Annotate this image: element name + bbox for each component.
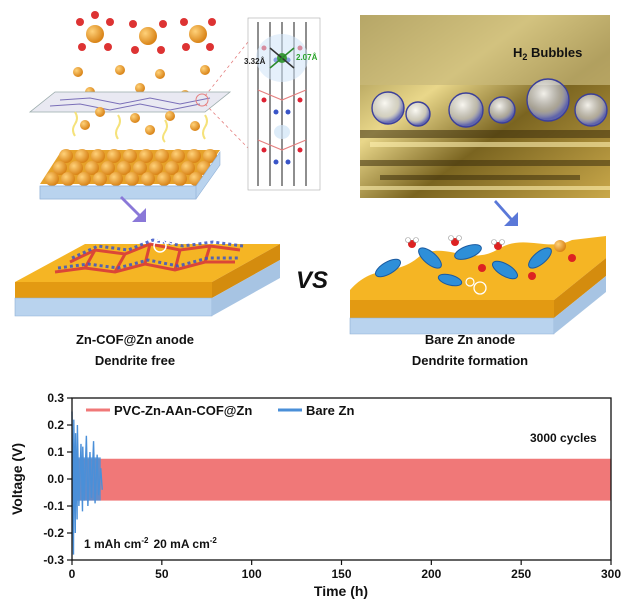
series-bare-zn-fill bbox=[72, 457, 101, 501]
distance-label-a: 3.32Å bbox=[244, 57, 266, 66]
arrow-right bbox=[494, 200, 518, 226]
y-tick-label: -0.1 bbox=[43, 499, 64, 513]
x-tick-label: 50 bbox=[155, 567, 169, 581]
zn-deposition-illustration bbox=[28, 11, 249, 200]
axis-layer: 0 50 100 150 200 250 300 0.3 0.2 0.1 0.0 -0.1 -0.2 -0… bbox=[43, 391, 621, 581]
y-tick-label: 0.3 bbox=[47, 391, 64, 405]
zn-cof-anode-illustration bbox=[14, 235, 280, 317]
left-caption-line2: Dendrite free bbox=[94, 353, 176, 368]
h2-bubbles-photo: H2 Bubbles bbox=[360, 15, 610, 198]
annotation-conditions: 1 mAh cm-2 20 mA cm-2 bbox=[84, 536, 217, 551]
bubbles-label-rest: Bubbles bbox=[527, 45, 582, 60]
right-caption-line2: Dendrite formation bbox=[411, 353, 529, 368]
plot-layer bbox=[71, 411, 611, 555]
legend: PVC-Zn-AAn-COF@Zn Bare Zn bbox=[86, 403, 354, 418]
y-tick-label: -0.3 bbox=[43, 553, 64, 567]
series-composite-band bbox=[72, 458, 611, 501]
y-axis-title: Voltage (V) bbox=[9, 443, 25, 515]
vs-label: VS bbox=[296, 267, 328, 294]
y-tick-label: 0.2 bbox=[47, 418, 64, 432]
hydrated-zn-cluster bbox=[180, 18, 216, 51]
right-caption-line1: Bare Zn anode bbox=[424, 332, 516, 347]
hydrated-zn-cluster bbox=[76, 11, 114, 51]
cof-channel-zoom: 3.32Å 2.07Å bbox=[244, 17, 321, 191]
x-tick-label: 300 bbox=[601, 567, 621, 581]
x-tick-label: 100 bbox=[242, 567, 262, 581]
y-tick-label: 0.0 bbox=[47, 472, 64, 486]
x-tick-label: 250 bbox=[511, 567, 531, 581]
y-tick-label: -0.2 bbox=[43, 526, 64, 540]
y-tick-label: 0.1 bbox=[47, 445, 64, 459]
schematic-figure: 3.32Å 2.07Å H2 Bubbles bbox=[14, 11, 610, 335]
distance-label-b: 2.07Å bbox=[296, 53, 318, 62]
voltage-time-chart: 0 50 100 150 200 250 300 0.3 0.2 0.1 0.0 -0.1 -0.2 -0… bbox=[9, 391, 621, 599]
x-tick-label: 200 bbox=[421, 567, 441, 581]
annotation-cycles: 3000 cycles bbox=[530, 431, 597, 445]
bare-zn-anode-illustration bbox=[349, 235, 606, 335]
x-axis-title: Time (h) bbox=[314, 583, 368, 599]
hydrated-zn-cluster bbox=[129, 20, 167, 54]
bubbles-label: H bbox=[513, 45, 522, 60]
left-caption-line1: Zn-COF@Zn anode bbox=[75, 332, 195, 347]
legend-label-composite: PVC-Zn-AAn-COF@Zn bbox=[114, 403, 252, 418]
svg-text:H2 Bubbles: H2 Bubbles bbox=[513, 45, 582, 62]
arrow-left bbox=[120, 196, 146, 222]
x-tick-label: 0 bbox=[69, 567, 76, 581]
legend-label-bare-zn: Bare Zn bbox=[306, 403, 354, 418]
x-tick-label: 150 bbox=[331, 567, 351, 581]
bubbles-subscript: 2 bbox=[522, 52, 527, 62]
